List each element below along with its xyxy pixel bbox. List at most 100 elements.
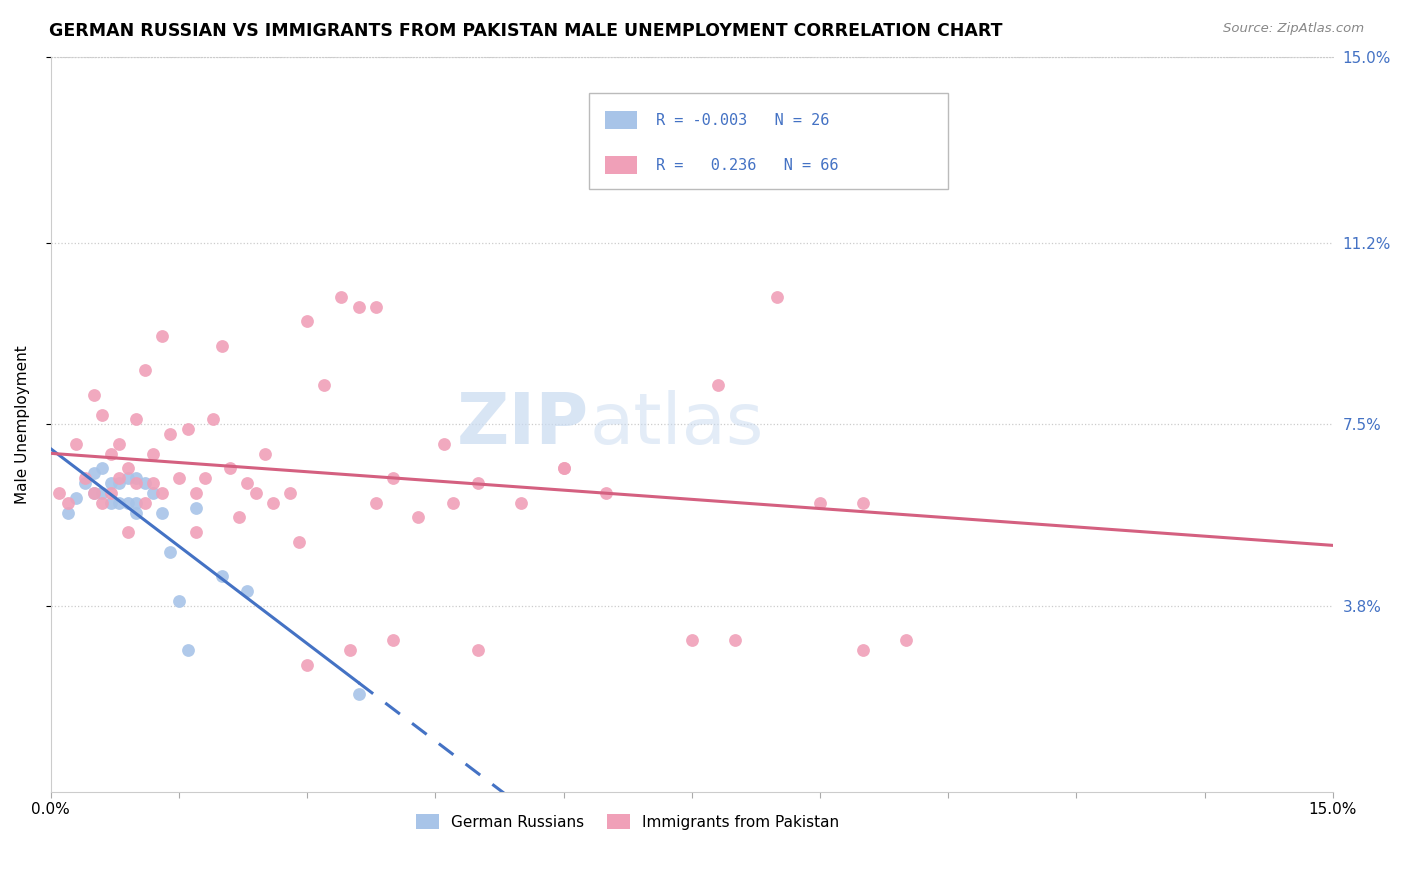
Point — [142, 476, 165, 491]
Point — [245, 486, 267, 500]
Point — [347, 687, 370, 701]
Point — [211, 569, 233, 583]
Point — [381, 632, 404, 647]
Point — [159, 545, 181, 559]
Point — [56, 496, 79, 510]
Point — [134, 496, 156, 510]
Point — [297, 314, 319, 328]
Point — [117, 496, 139, 510]
Point — [108, 437, 131, 451]
Point — [852, 496, 875, 510]
Point — [117, 525, 139, 540]
Point — [381, 471, 404, 485]
Point — [167, 471, 190, 485]
Point — [159, 427, 181, 442]
Text: R =   0.236   N = 66: R = 0.236 N = 66 — [657, 158, 838, 173]
Point — [433, 437, 456, 451]
Point — [211, 339, 233, 353]
FancyBboxPatch shape — [605, 156, 637, 174]
Point — [894, 632, 917, 647]
Point — [638, 167, 661, 181]
Point — [142, 447, 165, 461]
Point — [330, 290, 353, 304]
Point — [56, 506, 79, 520]
Point — [595, 486, 617, 500]
Point — [194, 471, 217, 485]
Point — [91, 461, 114, 475]
Point — [91, 496, 114, 510]
Text: GERMAN RUSSIAN VS IMMIGRANTS FROM PAKISTAN MALE UNEMPLOYMENT CORRELATION CHART: GERMAN RUSSIAN VS IMMIGRANTS FROM PAKIST… — [49, 22, 1002, 40]
Point — [202, 412, 225, 426]
Point — [73, 471, 96, 485]
Point — [150, 329, 173, 343]
Text: Source: ZipAtlas.com: Source: ZipAtlas.com — [1223, 22, 1364, 36]
Point — [852, 642, 875, 657]
Point — [278, 486, 301, 500]
Point — [125, 476, 148, 491]
Point — [219, 461, 242, 475]
Point — [108, 476, 131, 491]
Point — [723, 632, 745, 647]
Point — [184, 525, 207, 540]
Point — [100, 447, 122, 461]
Point — [262, 496, 284, 510]
Point — [125, 412, 148, 426]
Point — [681, 632, 703, 647]
Point — [100, 476, 122, 491]
Text: R = -0.003   N = 26: R = -0.003 N = 26 — [657, 112, 830, 128]
Point — [808, 496, 831, 510]
Point — [339, 642, 361, 657]
Point — [184, 500, 207, 515]
Text: atlas: atlas — [589, 390, 763, 458]
Y-axis label: Male Unemployment: Male Unemployment — [15, 345, 30, 504]
Point — [108, 471, 131, 485]
Point — [314, 378, 336, 392]
Point — [108, 496, 131, 510]
Point — [236, 476, 259, 491]
Point — [134, 476, 156, 491]
Point — [297, 657, 319, 672]
Point — [176, 422, 198, 436]
Point — [73, 476, 96, 491]
Point — [236, 584, 259, 599]
Point — [364, 496, 387, 510]
Point — [364, 300, 387, 314]
FancyBboxPatch shape — [605, 111, 637, 129]
Text: ZIP: ZIP — [457, 390, 589, 458]
Point — [408, 510, 430, 524]
Point — [553, 461, 575, 475]
Point — [150, 486, 173, 500]
Point — [83, 388, 105, 402]
Point — [83, 486, 105, 500]
Point — [167, 594, 190, 608]
Point — [117, 471, 139, 485]
Point — [65, 491, 87, 505]
Point — [142, 486, 165, 500]
Point — [184, 486, 207, 500]
Point — [228, 510, 250, 524]
Point — [441, 496, 464, 510]
Point — [287, 535, 309, 549]
Point — [553, 461, 575, 475]
Point — [83, 467, 105, 481]
Point — [91, 408, 114, 422]
Point — [150, 506, 173, 520]
Point — [347, 300, 370, 314]
Point — [467, 642, 489, 657]
Point — [100, 496, 122, 510]
Point — [83, 486, 105, 500]
Point — [766, 290, 789, 304]
FancyBboxPatch shape — [589, 94, 948, 189]
Point — [510, 496, 533, 510]
Point — [125, 471, 148, 485]
Point — [117, 461, 139, 475]
Legend: German Russians, Immigrants from Pakistan: German Russians, Immigrants from Pakista… — [411, 807, 845, 836]
Point — [100, 486, 122, 500]
Point — [706, 378, 728, 392]
Point — [125, 496, 148, 510]
Point — [134, 363, 156, 377]
Point — [125, 506, 148, 520]
Point — [65, 437, 87, 451]
Point — [253, 447, 276, 461]
Point — [91, 486, 114, 500]
